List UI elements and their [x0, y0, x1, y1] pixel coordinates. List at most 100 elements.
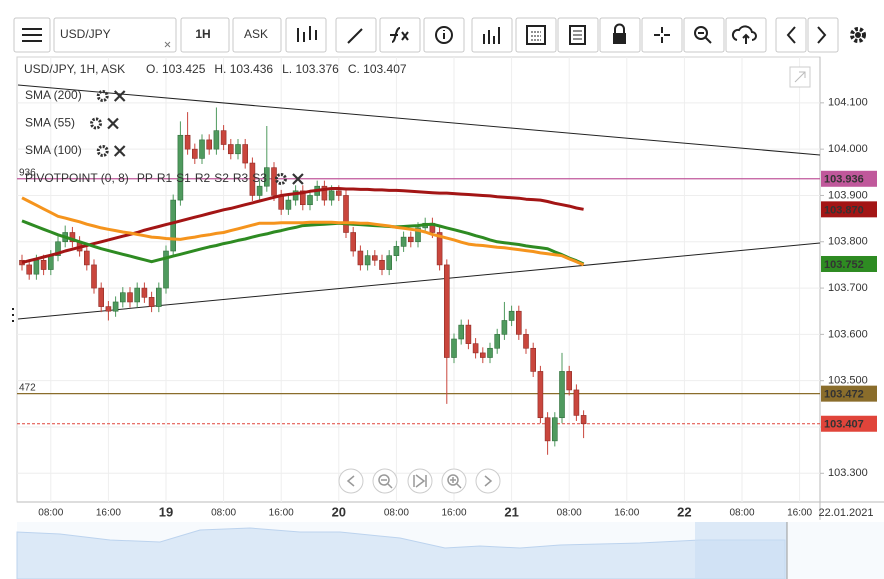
- candle-body: [458, 324, 465, 340]
- pivot-label: 936: [19, 167, 36, 178]
- lock-button[interactable]: [599, 17, 641, 53]
- nav-zoom-out[interactable]: [372, 468, 398, 494]
- candle-body: [415, 227, 421, 243]
- sma-line: [21, 187, 584, 265]
- candle-body: [206, 139, 212, 150]
- candle-body: [479, 352, 486, 358]
- candle-body: [523, 334, 529, 349]
- next-button[interactable]: [807, 17, 839, 53]
- candle-body: [170, 199, 176, 252]
- interval-button[interactable]: 1H: [180, 17, 230, 53]
- price-tag-label: 103.936: [824, 174, 864, 186]
- candle-body: [299, 190, 306, 206]
- candle-body: [177, 134, 184, 201]
- y-tick-label: 103.300: [828, 467, 868, 479]
- remove-icon[interactable]: [107, 117, 119, 130]
- legend-label: SMA (200): [25, 88, 82, 102]
- navigator: [16, 522, 884, 579]
- draw-button[interactable]: [335, 17, 377, 53]
- settings-icon[interactable]: [90, 117, 103, 130]
- symbol: USD/JPY: [60, 27, 111, 41]
- crosshair-button[interactable]: [641, 17, 683, 53]
- candle-body: [127, 292, 133, 303]
- x-tick-label: 16:00: [441, 508, 466, 519]
- candle-body: [285, 199, 292, 210]
- volume-button[interactable]: [471, 17, 513, 53]
- header-instrument: USD/JPY, 1H, ASK: [24, 62, 125, 76]
- candle-body: [213, 130, 220, 150]
- price-tag-label: 103.407: [824, 419, 864, 431]
- menu-button[interactable]: [13, 17, 51, 53]
- price-type: ASK: [244, 27, 268, 41]
- price-tag: [821, 415, 877, 432]
- candle-body: [278, 195, 285, 210]
- symbol-input[interactable]: USD/JPY: [53, 17, 177, 53]
- candle-body: [84, 250, 90, 266]
- x-tick-label: 22: [677, 504, 691, 519]
- x-tick-label: 08:00: [384, 508, 409, 519]
- candle-body: [379, 259, 385, 270]
- candle-body: [343, 195, 349, 233]
- candle-body: [400, 236, 407, 247]
- x-tick-label: 21: [504, 504, 518, 519]
- candle-body: [371, 255, 378, 261]
- nav-reset[interactable]: [407, 468, 433, 494]
- candle-body: [40, 259, 47, 270]
- candle-body: [148, 297, 155, 307]
- table-button[interactable]: [557, 17, 599, 53]
- price-type-button[interactable]: ASK: [232, 17, 282, 53]
- candle-body: [199, 139, 205, 159]
- settings-icon[interactable]: [96, 90, 109, 102]
- chart-type-button[interactable]: [285, 17, 327, 53]
- candle-body: [105, 306, 112, 312]
- remove-icon[interactable]: [113, 145, 126, 157]
- pivot-level-label: S2: [214, 171, 229, 185]
- indicator-button[interactable]: [379, 17, 421, 53]
- legend-label: PIVOTPOINT (0, 8): [25, 171, 129, 185]
- fullscreen-button[interactable]: [789, 66, 811, 88]
- sma-line: [21, 196, 585, 267]
- settings-icon[interactable]: [274, 173, 287, 185]
- candle-body: [328, 190, 335, 201]
- candle-body: [487, 347, 493, 358]
- settings-icon[interactable]: [96, 145, 109, 157]
- candle-body: [292, 190, 299, 201]
- candle-body: [335, 190, 342, 196]
- nav-right[interactable]: [475, 468, 501, 494]
- legend-label: SMA (100): [25, 143, 82, 157]
- x-tick-label: 08:00: [557, 508, 582, 519]
- settings-button[interactable]: [850, 27, 866, 43]
- price-tag: [821, 201, 877, 218]
- nav-left[interactable]: [338, 468, 364, 494]
- y-tick-label: 103.700: [828, 282, 868, 294]
- x-tick-label: 08:00: [211, 508, 236, 519]
- price-tag: [821, 385, 877, 402]
- prev-button[interactable]: [775, 17, 807, 53]
- remove-icon[interactable]: [292, 173, 304, 185]
- remove-icon[interactable]: [113, 90, 126, 102]
- candle-body: [55, 241, 61, 256]
- candle-body: [163, 250, 169, 289]
- zoom-button[interactable]: [683, 17, 725, 53]
- x-axis-cursor: 22.01.2021: [818, 507, 873, 519]
- candle-body: [465, 324, 472, 344]
- candle-body: [192, 148, 198, 159]
- export-button[interactable]: [725, 17, 767, 53]
- header-ohlc-item: O. 103.425: [146, 62, 206, 76]
- nav-zoom-in[interactable]: [441, 468, 467, 494]
- calendar-button[interactable]: [515, 17, 557, 53]
- candle-body: [494, 334, 501, 349]
- info-button[interactable]: [423, 17, 465, 53]
- candle-body: [530, 347, 537, 372]
- x-tick-label: 08:00: [729, 508, 754, 519]
- x-tick-label: 20: [332, 504, 346, 519]
- y-tick-label: 103.500: [828, 375, 868, 387]
- price-tag: [821, 170, 877, 187]
- candle-body: [357, 250, 364, 266]
- y-tick-label: 103.800: [828, 236, 868, 248]
- header-ohlc-item: L. 103.376: [282, 62, 339, 76]
- grid: [17, 57, 820, 502]
- y-tick-label: 103.600: [828, 328, 868, 340]
